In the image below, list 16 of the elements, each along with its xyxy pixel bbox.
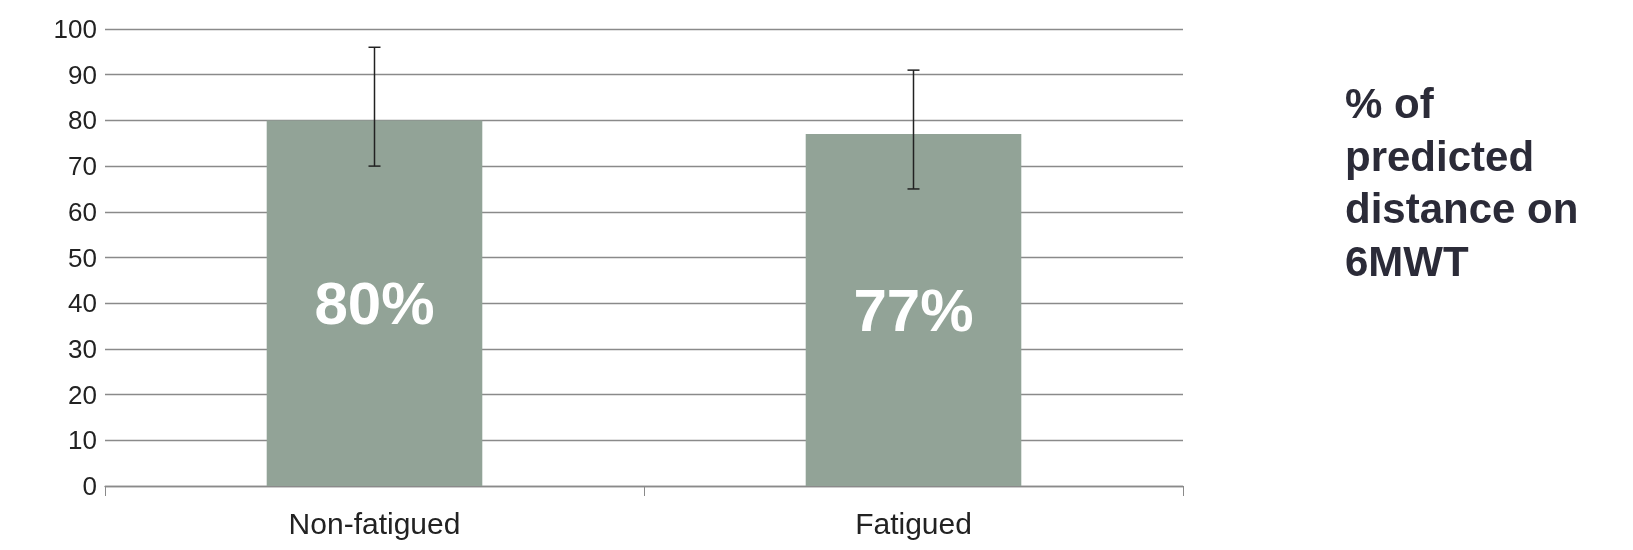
y-tick-label: 0 <box>82 471 97 501</box>
y-tick-label: 80 <box>68 105 97 136</box>
y-tick-label: 30 <box>68 333 97 364</box>
x-tick-label: Non-fatigued <box>288 506 461 540</box>
y-tick-label: 40 <box>68 288 97 319</box>
y-tick-label: 100 <box>53 14 97 44</box>
x-tick-label: Fatigued <box>855 506 972 540</box>
y-tick-label: 90 <box>68 59 97 90</box>
text: % of predicted distance on 6MWT <box>1345 79 1580 287</box>
y-tick-label: 70 <box>68 151 97 182</box>
data-label: 80% <box>314 269 435 337</box>
y-tick-label: 60 <box>68 196 97 227</box>
y-tick-label: 10 <box>68 425 97 456</box>
data-label: 77% <box>853 276 974 344</box>
y-tick-label: 20 <box>68 379 97 410</box>
y-tick-label: 50 <box>68 242 97 273</box>
